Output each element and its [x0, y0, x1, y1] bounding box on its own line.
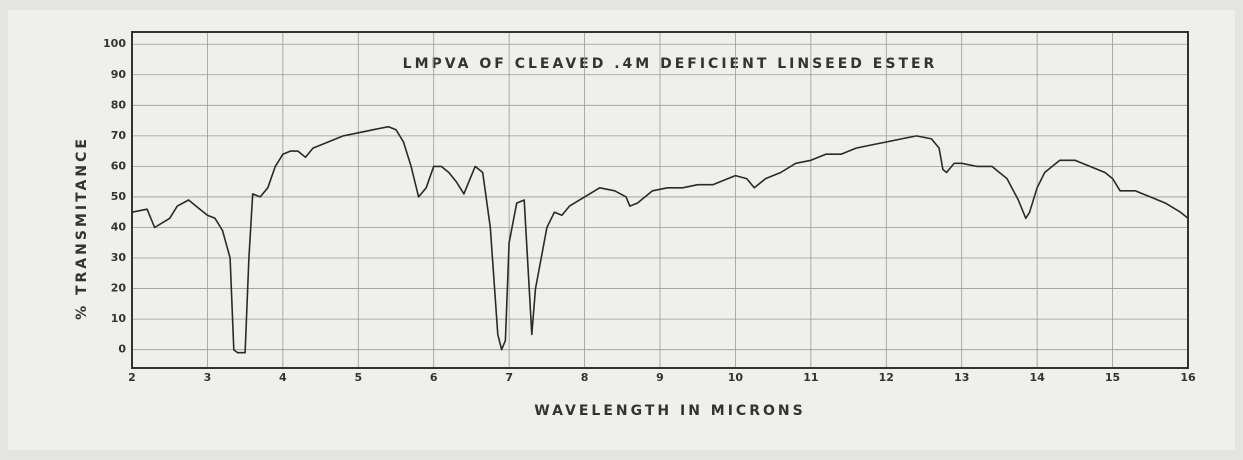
x-tick-label: 7 [505, 371, 513, 384]
x-tick-label: 9 [656, 371, 664, 384]
plot-frame [131, 31, 1189, 369]
x-axis-label: WAVELENGTH IN MICRONS [534, 403, 805, 419]
x-tick-label: 15 [1105, 371, 1120, 384]
x-tick-label: 10 [728, 371, 744, 384]
y-tick-label: 40 [111, 220, 127, 233]
x-tick-label: 8 [581, 371, 589, 384]
x-tick-label: 5 [354, 371, 362, 384]
y-tick-label: 80 [111, 98, 127, 111]
y-tick-label: 70 [111, 129, 127, 142]
x-tick-label: 4 [279, 371, 287, 384]
y-axis-label: % TRANSMITANCE [74, 136, 90, 320]
x-tick-label: 13 [954, 371, 969, 384]
y-tick-label: 100 [103, 37, 126, 50]
y-tick-label: 0 [118, 343, 126, 356]
x-tick-label: 12 [879, 371, 894, 384]
x-tick-label: 16 [1180, 371, 1196, 384]
paper [8, 10, 1235, 450]
x-tick-label: 14 [1029, 371, 1045, 384]
y-tick-label: 10 [111, 312, 127, 325]
y-tick-label: 50 [111, 190, 127, 203]
y-tick-label: 90 [111, 68, 127, 81]
chart-title: LMPVA OF CLEAVED .4M DEFICIENT LINSEED E… [403, 56, 938, 72]
y-tick-label: 20 [111, 282, 127, 295]
x-tick-label: 6 [430, 371, 438, 384]
x-tick-label: 2 [128, 371, 136, 384]
y-tick-label: 30 [111, 251, 127, 264]
y-tick-label: 60 [111, 159, 127, 172]
x-tick-label: 3 [204, 371, 212, 384]
spectrum-line [131, 125, 1189, 354]
x-tick-label: 11 [803, 371, 818, 384]
